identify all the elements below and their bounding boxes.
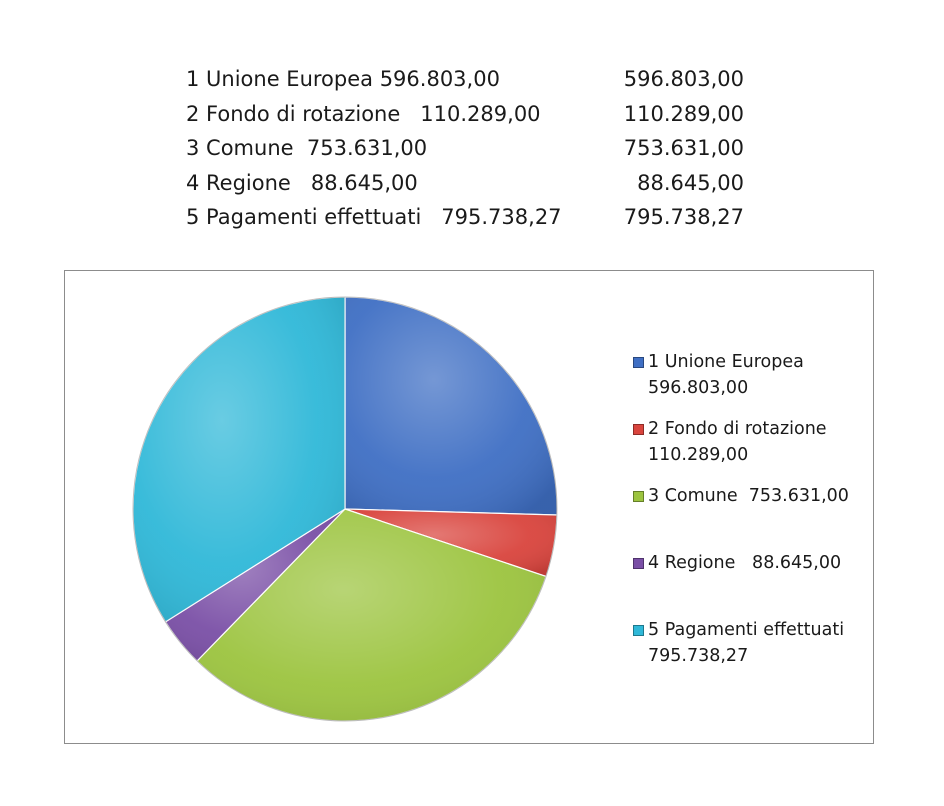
row-label: 4 Regione 88.645,00: [186, 170, 418, 195]
table-row: 4 Regione 88.645,00 88.645,00: [186, 166, 786, 201]
legend-item: 2 Fondo di rotazione 110.289,00: [633, 416, 863, 468]
table-row: 2 Fondo di rotazione 110.289,00 110.289,…: [186, 97, 786, 132]
legend-label: 1 Unione Europea 596.803,00: [648, 352, 810, 398]
legend-swatch: [633, 625, 644, 636]
legend-swatch: [633, 357, 644, 368]
pie-chart: [132, 296, 558, 722]
values-table: 1 Unione Europea 596.803,00 596.803,00 2…: [186, 62, 786, 235]
pie-slice-shading: [197, 509, 546, 722]
row-value: 795.738,27: [623, 205, 744, 229]
legend-label: 4 Regione 88.645,00: [648, 553, 842, 573]
legend-swatch: [633, 424, 644, 435]
legend-item: 5 Pagamenti effettuati 795.738,27: [633, 617, 863, 669]
pie-chart-frame: 1 Unione Europea 596.803,00 2 Fondo di ro…: [64, 270, 874, 744]
legend-item: 4 Regione 88.645,00: [633, 550, 863, 576]
row-value: 596.803,00: [623, 67, 744, 91]
row-label: 2 Fondo di rotazione 110.289,00: [186, 101, 541, 126]
legend-label: 5 Pagamenti effettuati 795.738,27: [648, 620, 861, 666]
row-value: 110.289,00: [623, 101, 744, 126]
row-label: 5 Pagamenti effettuati 795.738,27: [186, 205, 562, 229]
row-value: 753.631,00: [623, 136, 744, 160]
table-row: 5 Pagamenti effettuati 795.738,27 795.73…: [186, 200, 786, 235]
legend-label: 3 Comune 753.631,00: [648, 486, 849, 506]
pie-slice-shading: [345, 509, 557, 577]
legend-label: 2 Fondo di rotazione 110.289,00: [648, 419, 844, 465]
table-row: 1 Unione Europea 596.803,00 596.803,00: [186, 62, 786, 97]
row-label: 3 Comune 753.631,00: [186, 136, 428, 160]
table-row: 3 Comune 753.631,00 753.631,00: [186, 131, 786, 166]
pie-slice-shading: [133, 297, 345, 622]
legend-swatch: [633, 491, 644, 502]
legend-item: 1 Unione Europea 596.803,00: [633, 349, 863, 401]
pie-slice-shading: [165, 509, 345, 661]
pie-slice-shading: [345, 297, 558, 515]
row-label: 1 Unione Europea 596.803,00: [186, 67, 500, 91]
legend-item: 3 Comune 753.631,00: [633, 483, 863, 509]
pie-outline: [132, 296, 558, 722]
row-value: 88.645,00: [637, 170, 744, 195]
legend-swatch: [633, 558, 644, 569]
